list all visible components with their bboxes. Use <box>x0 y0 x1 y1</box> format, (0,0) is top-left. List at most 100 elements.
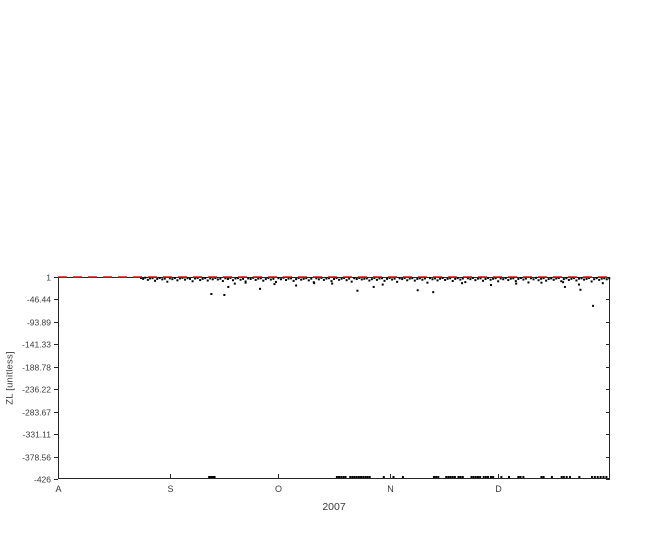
data-point <box>476 277 479 280</box>
data-point <box>340 277 343 280</box>
data-point <box>343 276 346 279</box>
data-point <box>338 476 341 478</box>
data-point <box>249 277 252 280</box>
y-tick-label: -378.56 <box>22 453 51 463</box>
data-point <box>588 276 591 279</box>
data-point <box>552 278 555 281</box>
y-tick-label: -331.11 <box>23 430 51 440</box>
y-tick-label: -426 <box>34 475 51 485</box>
data-point <box>259 287 262 290</box>
data-point <box>156 277 159 280</box>
data-point <box>267 276 270 279</box>
data-point <box>209 277 212 280</box>
data-point <box>285 279 288 282</box>
data-point <box>214 276 217 279</box>
data-point <box>194 277 197 280</box>
data-point <box>572 277 575 280</box>
data-point <box>357 476 360 478</box>
data-point <box>209 476 212 478</box>
data-point <box>599 476 602 478</box>
data-point <box>603 277 606 280</box>
data-point <box>596 476 599 478</box>
x-tick-label: S <box>167 484 173 494</box>
data-point <box>211 278 214 281</box>
data-point <box>461 282 464 285</box>
data-point <box>393 277 396 280</box>
data-point <box>470 476 473 478</box>
data-point <box>310 277 313 280</box>
data-point <box>401 278 404 281</box>
data-point <box>418 277 421 280</box>
data-point <box>432 291 435 294</box>
data-point <box>431 278 434 281</box>
data-point <box>499 277 502 280</box>
data-point <box>183 278 186 281</box>
data-point <box>515 282 518 285</box>
data-point <box>317 278 320 281</box>
data-point <box>144 276 147 279</box>
data-point <box>514 280 517 283</box>
data-point <box>579 288 582 291</box>
y-tick-label: -141.33 <box>22 340 51 350</box>
data-point <box>479 277 482 280</box>
data-point <box>451 476 454 478</box>
data-point <box>161 278 164 281</box>
data-point <box>320 276 323 279</box>
data-point <box>500 476 503 478</box>
data-point <box>578 476 581 478</box>
data-point <box>403 276 406 279</box>
data-point <box>560 280 563 283</box>
data-point <box>300 278 303 281</box>
data-point <box>577 277 580 280</box>
data-point <box>439 277 442 280</box>
data-point <box>542 277 545 280</box>
data-point <box>449 277 452 280</box>
data-point <box>568 476 571 478</box>
data-point <box>199 279 202 282</box>
data-point <box>333 277 335 280</box>
data-point <box>335 476 338 478</box>
x-tick-label: O <box>275 484 282 494</box>
data-point <box>297 277 300 280</box>
data-point <box>350 280 353 283</box>
data-point <box>213 476 216 478</box>
data-point <box>592 304 595 307</box>
data-point <box>451 279 454 282</box>
data-point <box>244 281 247 284</box>
data-point <box>406 279 409 282</box>
data-point <box>163 277 166 280</box>
y-tick-label: 1 <box>46 273 51 283</box>
data-point <box>532 278 535 281</box>
data-point <box>447 476 450 478</box>
data-point <box>277 277 280 280</box>
data-point <box>600 277 603 280</box>
data-point <box>287 277 290 280</box>
data-point <box>507 476 510 478</box>
data-point <box>563 285 566 288</box>
y-tick-label: -236.22 <box>22 385 51 395</box>
data-point <box>436 279 439 282</box>
data-point <box>453 476 456 478</box>
data-point <box>416 289 419 292</box>
data-point <box>166 280 169 283</box>
data-point <box>325 277 328 280</box>
data-point <box>362 476 365 478</box>
data-point <box>547 278 550 281</box>
data-point <box>540 281 543 284</box>
data-point <box>522 476 525 478</box>
data-point <box>211 476 214 478</box>
data-point <box>178 277 181 280</box>
data-point <box>368 279 371 282</box>
data-point <box>154 279 157 282</box>
data-point <box>168 277 171 280</box>
data-point <box>139 276 142 279</box>
data-point <box>461 277 464 280</box>
data-point <box>204 277 207 280</box>
data-point <box>219 277 222 280</box>
data-point <box>487 277 490 280</box>
data-point <box>338 278 341 281</box>
data-point <box>322 278 325 281</box>
data-point <box>489 476 492 478</box>
data-point <box>388 277 391 280</box>
